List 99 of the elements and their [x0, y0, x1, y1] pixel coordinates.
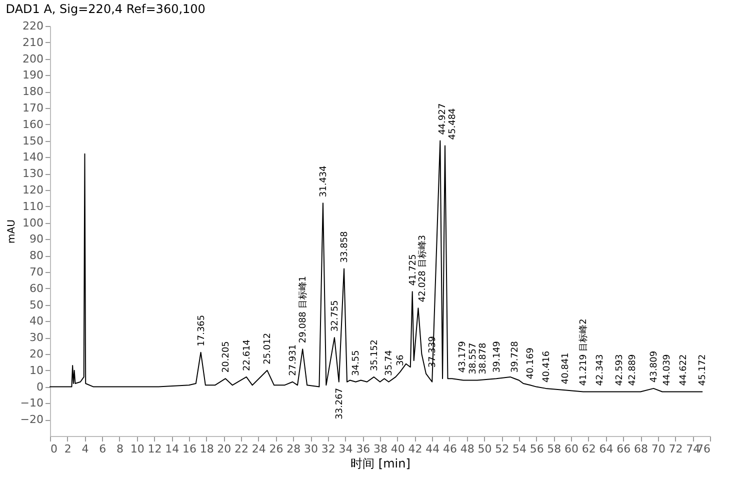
y-tick-label: 100	[22, 216, 44, 230]
annotation: 42.593	[614, 354, 625, 386]
x-tick-label: 32	[321, 442, 336, 456]
annotation: 32.755	[330, 300, 340, 332]
x-tick-label: 70	[651, 442, 666, 456]
annotation: 45.484	[448, 108, 458, 140]
annotation: 44.927	[438, 103, 448, 135]
x-tick-label: 16	[182, 442, 196, 456]
annotation: 25.012	[263, 332, 274, 364]
y-tick-label: 80	[30, 249, 44, 262]
x-tick-label: 72	[668, 442, 683, 456]
x-tick-label: 36	[356, 442, 370, 456]
annotation: 39.728	[510, 340, 521, 373]
y-tick-label: 210	[22, 36, 44, 49]
x-tick-label: 46	[442, 442, 457, 456]
x-tick-label: 26	[269, 442, 284, 456]
x-tick-label: 22	[234, 442, 249, 456]
x-tick-label: 48	[460, 442, 474, 456]
x-tick-label: 62	[582, 442, 596, 456]
x-tick-label: 10	[130, 442, 144, 456]
x-tick-label: 42	[408, 442, 422, 456]
y-tick-label: 130	[22, 167, 44, 180]
annotation: 27.931	[288, 344, 299, 376]
annotation: 40.841	[560, 352, 571, 384]
annotation: 42.028 目标峰3	[417, 235, 428, 302]
annotation: 38.557	[468, 342, 478, 374]
y-tick-label: 90	[30, 232, 44, 246]
annotation: 44.039	[662, 354, 673, 386]
y-tick-label: −10	[20, 396, 44, 410]
x-axis-title: 时间 [min]	[350, 456, 410, 470]
y-tick-label: 180	[22, 85, 44, 98]
x-tick-label: 54	[512, 442, 526, 456]
x-tick-label: 14	[165, 442, 180, 456]
y-tick-label: 190	[22, 68, 44, 82]
x-tick-label: 30	[304, 442, 318, 456]
y-tick-label: 60	[30, 282, 44, 295]
annotation: 17.365	[196, 314, 207, 346]
y-tick-label: 50	[30, 298, 44, 312]
annotation: 20.205	[221, 341, 232, 373]
annotation: 38.878	[478, 342, 488, 374]
x-tick-label: 28	[286, 442, 301, 456]
annotation: 40.169	[526, 347, 536, 380]
annotation: 22.614	[242, 339, 252, 371]
y-tick-label: 160	[22, 118, 44, 131]
x-tick-label: 52	[495, 442, 510, 456]
annotation: 41.725	[408, 254, 418, 286]
x-tick-label: 66	[616, 442, 631, 456]
y-tick-label: 150	[22, 134, 44, 148]
y-tick-label: 70	[30, 266, 44, 278]
y-tick-label: −20	[20, 413, 44, 426]
x-tick-label: 8	[116, 442, 124, 456]
y-tick-label: 20	[30, 348, 44, 360]
y-tick-label: 110	[22, 200, 44, 213]
x-tick-label: 0	[50, 442, 58, 456]
x-tick-label: 4	[82, 442, 89, 456]
annotation: 42.343	[596, 354, 606, 386]
y-tick-label: 40	[30, 314, 44, 328]
x-tick-label: 24	[252, 442, 266, 456]
annotation: 35.152	[370, 339, 380, 371]
x-tick-label: 40	[390, 442, 405, 456]
annotation: 29.088 目标峰1	[298, 276, 309, 344]
x-tick-label: 6	[99, 442, 106, 456]
y-tick-label: 30	[30, 331, 44, 344]
annotation: 45.172	[698, 354, 708, 386]
annotation: 33.858	[340, 230, 350, 263]
annotation: 42.889	[628, 354, 638, 386]
annotation: 35.74	[384, 350, 395, 376]
annotation: 31.434	[318, 165, 329, 198]
x-tick-label: 56	[530, 442, 544, 456]
y-tick-label: 170	[22, 102, 44, 114]
x-tick-label: 50	[478, 442, 492, 456]
x-tick-label: 60	[564, 442, 579, 456]
x-tick-label: 64	[599, 442, 614, 456]
x-tick-label: 34	[338, 442, 353, 456]
annotation: 33.267	[334, 388, 345, 420]
x-tick-label: 38	[374, 442, 388, 456]
annotation: 44.622	[679, 354, 690, 386]
y-tick-label: 10	[30, 364, 44, 377]
x-tick-label: 44	[426, 442, 440, 456]
annotation: 39.149	[492, 340, 502, 373]
annotation: 43.179	[458, 340, 468, 373]
annotation: 41.219 目标峰2	[578, 318, 590, 386]
x-tick-label: 2	[64, 442, 72, 456]
annotation: 43.809	[650, 350, 660, 382]
x-tick-label: 12	[148, 442, 162, 456]
x-tick-label: 18	[200, 442, 214, 456]
y-tick-label: 0	[36, 380, 44, 394]
y-axis-title: mAU	[6, 220, 18, 244]
y-tick-label: 140	[22, 150, 44, 164]
x-tick-label: 58	[547, 442, 562, 456]
y-tick-label: 120	[22, 184, 44, 196]
annotation: 36	[396, 354, 406, 366]
annotation: 34.55	[352, 350, 362, 376]
x-tick-label: 20	[217, 442, 232, 456]
annotation: 40.416	[542, 350, 552, 382]
chart-title: DAD1 A, Sig=220,4 Ref=360,100	[6, 2, 206, 16]
x-tick-label: 68	[634, 442, 648, 456]
y-tick-label: 220	[22, 20, 44, 32]
y-tick-label: 200	[22, 52, 44, 66]
